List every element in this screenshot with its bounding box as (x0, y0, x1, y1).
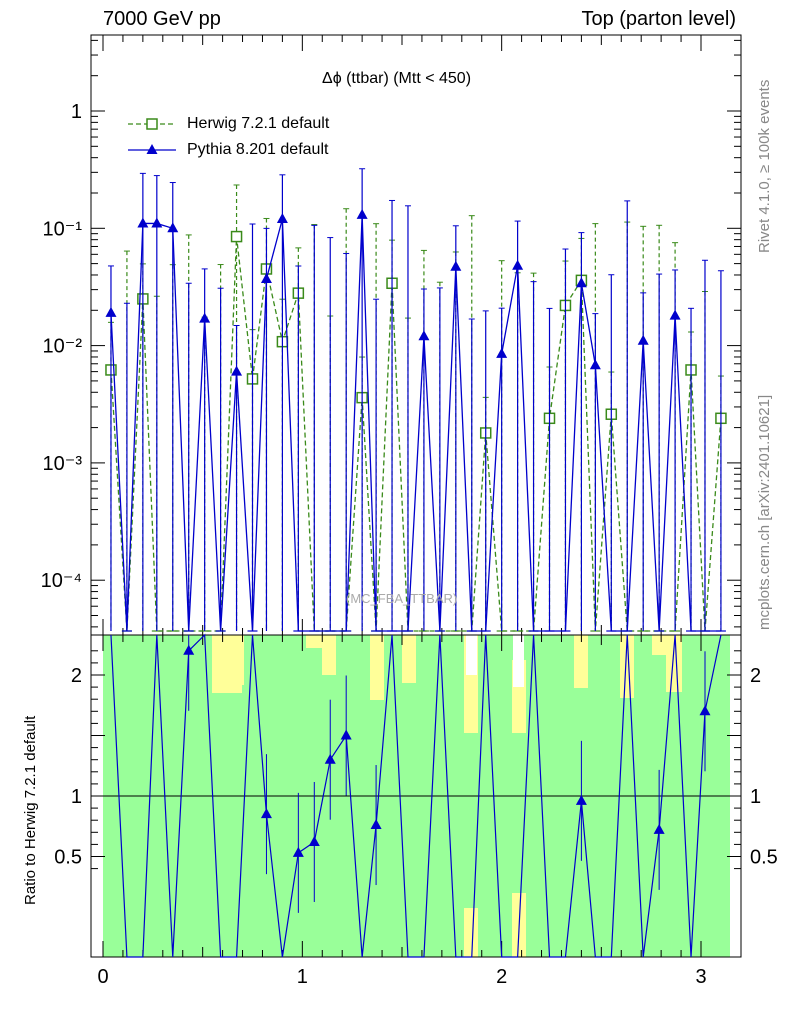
y-tick-label: 10⁻² (43, 336, 83, 358)
pythia-marker (418, 330, 429, 340)
ratio-y-tick-label: 0.5 (54, 847, 82, 869)
pythia-marker (151, 217, 162, 227)
ratio-band-yellow (322, 635, 336, 675)
pythia-marker (105, 307, 116, 317)
ratio-y-tick-label: 2 (71, 665, 82, 687)
ratio-band-gap (513, 635, 524, 687)
y-tick-label: 1 (71, 101, 82, 123)
ratio-band-yellow (370, 635, 384, 700)
ratio-band-yellow (574, 635, 588, 688)
mcplots-reference-label: mcplots.cern.ch [arXiv:2401.10621] (756, 395, 773, 630)
legend-label-herwig: Herwig 7.2.1 default (187, 115, 329, 133)
pythia-series-line (111, 215, 721, 631)
ratio-band-yellow (228, 635, 244, 685)
y-tick-label: 10⁻³ (43, 453, 83, 475)
x-tick-label: 3 (695, 966, 706, 988)
x-tick-label: 0 (97, 966, 108, 988)
herwig-series-line (111, 237, 721, 631)
chart-title: Δϕ (ttbar) (Mtt < 450) (322, 70, 471, 88)
pythia-marker (512, 260, 523, 270)
legend-label-pythia: Pythia 8.201 default (187, 141, 328, 159)
pythia-marker (450, 261, 461, 271)
ratio-y-tick-label-right: 0.5 (750, 847, 778, 869)
header-process-label: Top (parton level) (581, 8, 736, 31)
ratio-band-yellow (652, 635, 668, 655)
y-tick-label: 10⁻¹ (43, 218, 83, 240)
ratio-band-gap (466, 635, 477, 675)
analysis-watermark: (MC_FBA_TTBAR) (346, 591, 457, 606)
ratio-y-tick-label-right: 1 (750, 786, 761, 808)
x-tick-label: 2 (496, 966, 507, 988)
rivet-version-label: Rivet 4.1.0, ≥ 100k events (756, 80, 773, 253)
pythia-marker (590, 359, 601, 369)
pythia-marker (496, 348, 507, 358)
chart: 1 10⁻¹ 10⁻² 10⁻³ 10⁻⁴ 2 2 1 1 0.5 0.5 0 1 2 3 (0, 0, 786, 1024)
pythia-marker (137, 217, 148, 227)
pythia-marker (638, 335, 649, 345)
x-tick-label: 1 (297, 966, 308, 988)
ratio-y-tick-label: 1 (71, 786, 82, 808)
pythia-marker (231, 366, 242, 376)
pythia-marker (357, 209, 368, 219)
ratio-y-tick-label-right: 2 (750, 665, 761, 687)
y-tick-label: 10⁻⁴ (41, 570, 82, 592)
pythia-marker (670, 310, 681, 320)
ratio-band-yellow (402, 635, 416, 683)
legend-marker-pythia (147, 144, 158, 154)
header-energy-label: 7000 GeV pp (103, 8, 221, 31)
pythia-marker (277, 213, 288, 223)
legend-marker-herwig (147, 119, 157, 129)
ratio-band-yellow (464, 908, 478, 957)
herwig-marker (232, 232, 242, 242)
ratio-band-yellow (306, 635, 322, 648)
ratio-y-axis-label: Ratio to Herwig 7.2.1 default (22, 716, 39, 905)
pythia-marker (199, 313, 210, 323)
